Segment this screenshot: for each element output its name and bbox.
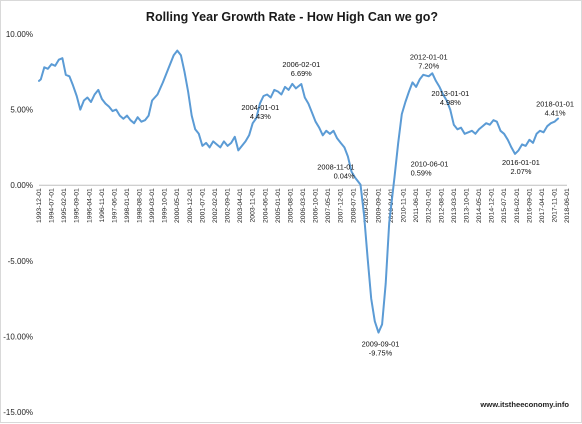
x-tick-label: 2016-09-01 (526, 188, 533, 223)
y-tick-label: 5.00% (10, 106, 33, 115)
annotation-date: 2018-01-01 (536, 100, 574, 109)
x-tick-label: 1995-02-01 (61, 188, 68, 223)
annotation-value: 7.20% (418, 61, 439, 70)
x-tick-label: 1998-01-01 (124, 188, 131, 223)
y-tick-label: -10.00% (3, 332, 33, 341)
x-tick-label: 2007-12-01 (338, 188, 345, 223)
annotation-value: 0.59% (411, 168, 432, 177)
y-tick-label: 10.00% (6, 30, 33, 39)
x-tick-label: 2001-07-01 (199, 188, 206, 223)
annotation-date: 2013-01-01 (431, 89, 469, 98)
annotation-value: 4.98% (440, 98, 461, 107)
annotation-date: 2008-11-01 (317, 163, 354, 172)
annotation-date: 2004-01-01 (241, 103, 279, 112)
x-tick-label: 1999-03-01 (149, 188, 156, 223)
x-tick-label: 2002-02-01 (212, 188, 219, 223)
x-axis: 1993-12-01 1994-07-01 1995-02-01 1995-09-01… (36, 184, 571, 223)
x-tick-label: 2017-04-01 (539, 188, 546, 223)
annotation-date: 2010-06-01 (411, 159, 449, 168)
source-label: www.itstheeconomy.info (479, 400, 569, 409)
x-tick-label: 2003-11-01 (250, 188, 257, 222)
annotation-value: 2.07% (510, 167, 531, 176)
x-tick-label: 1994-07-01 (49, 188, 56, 223)
x-tick-label: 2000-12-01 (187, 188, 194, 223)
y-tick-label: -5.00% (8, 257, 33, 266)
annotation-date: 2012-01-01 (410, 52, 448, 61)
x-tick-label: 2006-10-01 (313, 188, 320, 223)
x-tick-label: 2014-12-01 (489, 188, 496, 223)
x-tick-label: 1998-08-01 (137, 188, 144, 223)
annotation-date: 2016-01-01 (502, 158, 540, 167)
annotation-date: 2006-02-01 (282, 60, 320, 69)
annotations: 2004-01-014.43% 2006-02-016.69% 2008-11-01… (241, 52, 574, 357)
x-tick-label: 2013-10-01 (463, 188, 470, 223)
x-tick-label: 2013-03-01 (451, 188, 458, 223)
x-tick-label: 1997-06-01 (111, 188, 118, 223)
x-tick-label: 1995-09-01 (74, 188, 81, 223)
annotation-value: 6.69% (291, 69, 312, 78)
x-tick-label: 2016-02-01 (514, 188, 521, 223)
annotation-value: -9.75% (369, 349, 393, 358)
x-tick-label: 2002-09-01 (225, 188, 232, 223)
x-tick-label: 2009-09-01 (375, 188, 382, 223)
x-tick-label: 2005-08-01 (287, 188, 294, 223)
x-tick-label: 2004-06-01 (262, 188, 269, 223)
x-tick-label: 2010-11-01 (401, 188, 408, 222)
x-tick-label: 2000-05-01 (174, 188, 181, 223)
x-tick-label: 2009-02-01 (363, 188, 370, 223)
annotation-value: 0.04% (334, 172, 355, 181)
x-tick-label: 1996-04-01 (86, 188, 93, 223)
x-tick-label: 1996-11-01 (99, 188, 106, 222)
x-tick-label: 2015-07-01 (501, 188, 508, 223)
x-tick-label: 2011-06-01 (413, 188, 420, 222)
x-tick-label: 2007-05-01 (325, 188, 332, 223)
x-tick-label: 2012-01-01 (426, 188, 433, 223)
chart-title: Rolling Year Growth Rate - How High Can … (146, 10, 438, 24)
y-tick-label: -15.00% (3, 408, 33, 417)
x-tick-label: 2005-01-01 (275, 188, 282, 223)
x-tick-label: 2014-05-01 (476, 188, 483, 223)
annotation-value: 4.43% (250, 112, 271, 121)
y-axis: 10.00% 5.00% 0.00% -5.00% -10.00% -15.00% (3, 30, 33, 417)
x-tick-label: 2006-03-01 (300, 188, 307, 223)
series-line (38, 49, 560, 334)
x-tick-label: 1999-10-01 (162, 188, 169, 223)
x-tick-label: 2017-11-01 (551, 188, 558, 222)
x-tick-label: 2012-08-01 (438, 188, 445, 223)
y-tick-label: 0.00% (10, 181, 33, 190)
annotation-value: 4.41% (545, 109, 566, 118)
x-tick-label: 2003-04-01 (237, 188, 244, 223)
x-tick-label: 1993-12-01 (36, 188, 43, 223)
x-tick-label: 2008-07-01 (350, 188, 357, 223)
annotation-date: 2009-09-01 (362, 340, 400, 349)
x-tick-label: 2018-06-01 (564, 188, 571, 223)
